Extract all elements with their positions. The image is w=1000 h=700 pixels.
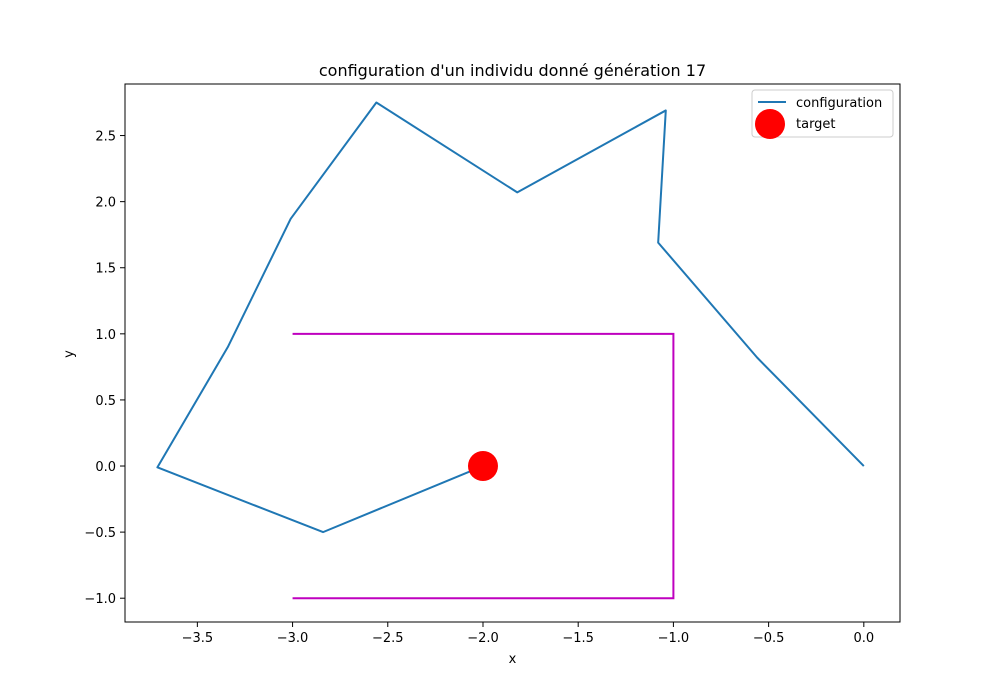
target-point [467,451,498,482]
y-tick-label: 0.0 [95,460,116,475]
chart-title: configuration d'un individu donné généra… [319,61,706,80]
x-axis-label: x [509,652,517,667]
x-tick-label: −1.5 [562,631,594,646]
y-tick-label: −0.5 [84,526,116,541]
obstacle-path [292,332,675,600]
x-tick-label: −2.0 [467,631,499,646]
y-tick-label: −1.0 [84,592,116,607]
x-tick-label: −1.0 [658,631,690,646]
y-tick-label: 1.0 [95,328,116,343]
x-tick-label: −0.5 [753,631,785,646]
y-tick-label: 2.0 [95,196,116,211]
plot-area: −3.5 −3.0 −2.5 −2.0 −1.5 −1.0 −0.5 0.0 −1.0 −0.5 0… [84,83,901,646]
y-tick-label: 1.5 [95,262,116,277]
legend: configuration target [751,89,894,139]
x-tick-label: 0.0 [853,631,874,646]
series-line-configuration [156,101,865,534]
x-tick-label: −3.0 [277,631,309,646]
legend-configuration-label: configuration [796,96,882,111]
legend-target-swatch [755,109,785,139]
y-axis-label: y [62,350,77,358]
axes-frame [124,83,901,623]
y-tick-label: 2.5 [95,130,116,145]
x-tick-label: −2.5 [372,631,404,646]
legend-frame [751,89,894,138]
legend-target-label: target [796,117,836,132]
y-tick-label: 0.5 [95,394,116,409]
x-tick-label: −3.5 [182,631,214,646]
